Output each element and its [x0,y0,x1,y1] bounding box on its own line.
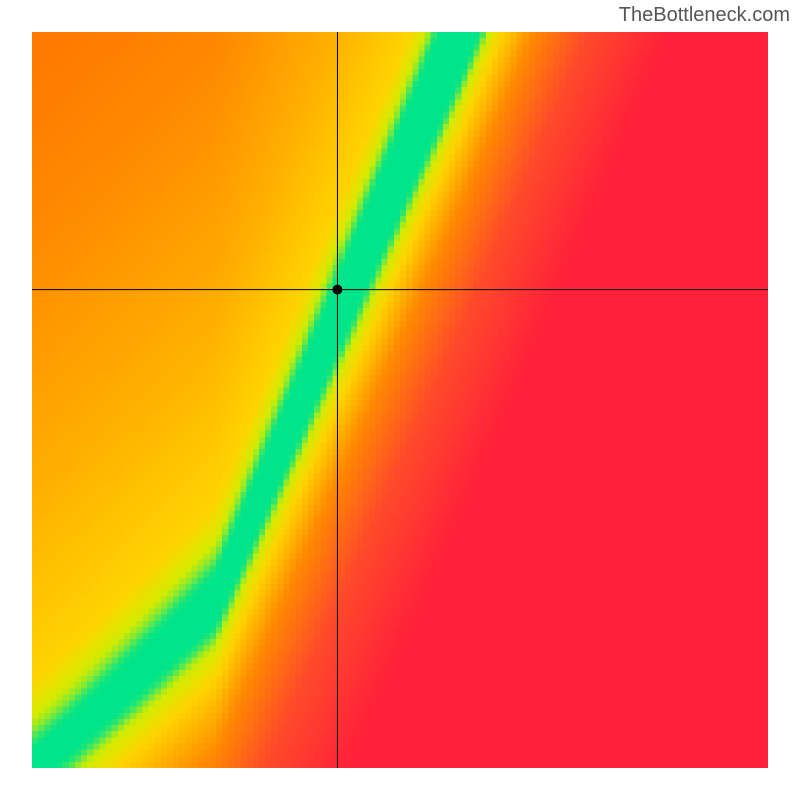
chart-container: TheBottleneck.com [0,0,800,800]
attribution-text: TheBottleneck.com [619,4,790,27]
plot-area [32,32,768,768]
heatmap-canvas [32,32,768,768]
